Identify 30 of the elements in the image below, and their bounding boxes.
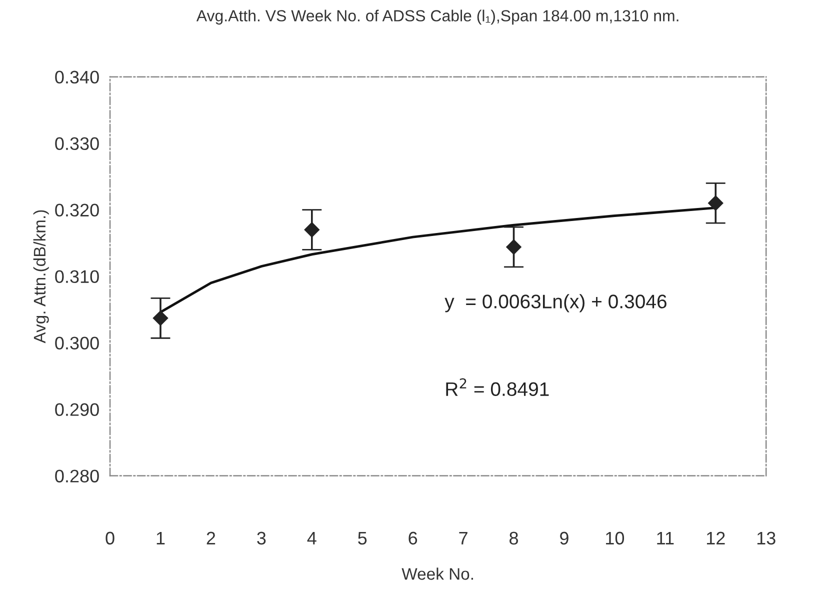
x-tick-label: 7 [459, 532, 468, 544]
point [304, 222, 320, 238]
y-tick-label: 0.280 [55, 470, 99, 482]
x-tick-label: 9 [560, 532, 568, 545]
x-tick-label: 0 [106, 532, 114, 545]
x-tick-label: 13 [757, 532, 776, 545]
y-tick-label: 0.300 [55, 336, 99, 350]
point [708, 196, 724, 211]
point [152, 310, 168, 326]
point [506, 239, 522, 255]
x-tick-label: 4 [307, 532, 316, 544]
annotation: R$^{2}$ = 0.8491 [446, 378, 549, 396]
y-tick-label: 0.330 [55, 137, 99, 150]
chart-title: Avg.Atth. VS Week No. of ADSS Cable (l₁),Span 184.00 m,1310 nm. [196, 10, 678, 25]
y-tick-label: 0.310 [55, 270, 99, 284]
x-tick-label: 11 [657, 532, 674, 544]
x-tick-label: 8 [510, 532, 518, 545]
x-tick-label: 12 [706, 532, 725, 544]
annotation: y = 0.0063Ln(x) + 0.3046 [444, 294, 666, 312]
x-tick-label: 10 [606, 532, 624, 545]
y-axis-title: Avg. Attn.(dB/km.) [33, 210, 49, 344]
x-tick-label: 3 [257, 532, 266, 545]
x-tick-label: 2 [206, 532, 216, 544]
y-tick-label: 0.340 [55, 70, 99, 84]
x-tick-label: 1 [156, 532, 165, 544]
x-axis-title: Week No. [402, 568, 473, 580]
x-tick-label: 5 [358, 532, 367, 545]
x-tick-label: 6 [408, 532, 418, 545]
y-tick-label: 0.320 [55, 204, 99, 217]
y-tick-label: 0.290 [55, 403, 99, 416]
